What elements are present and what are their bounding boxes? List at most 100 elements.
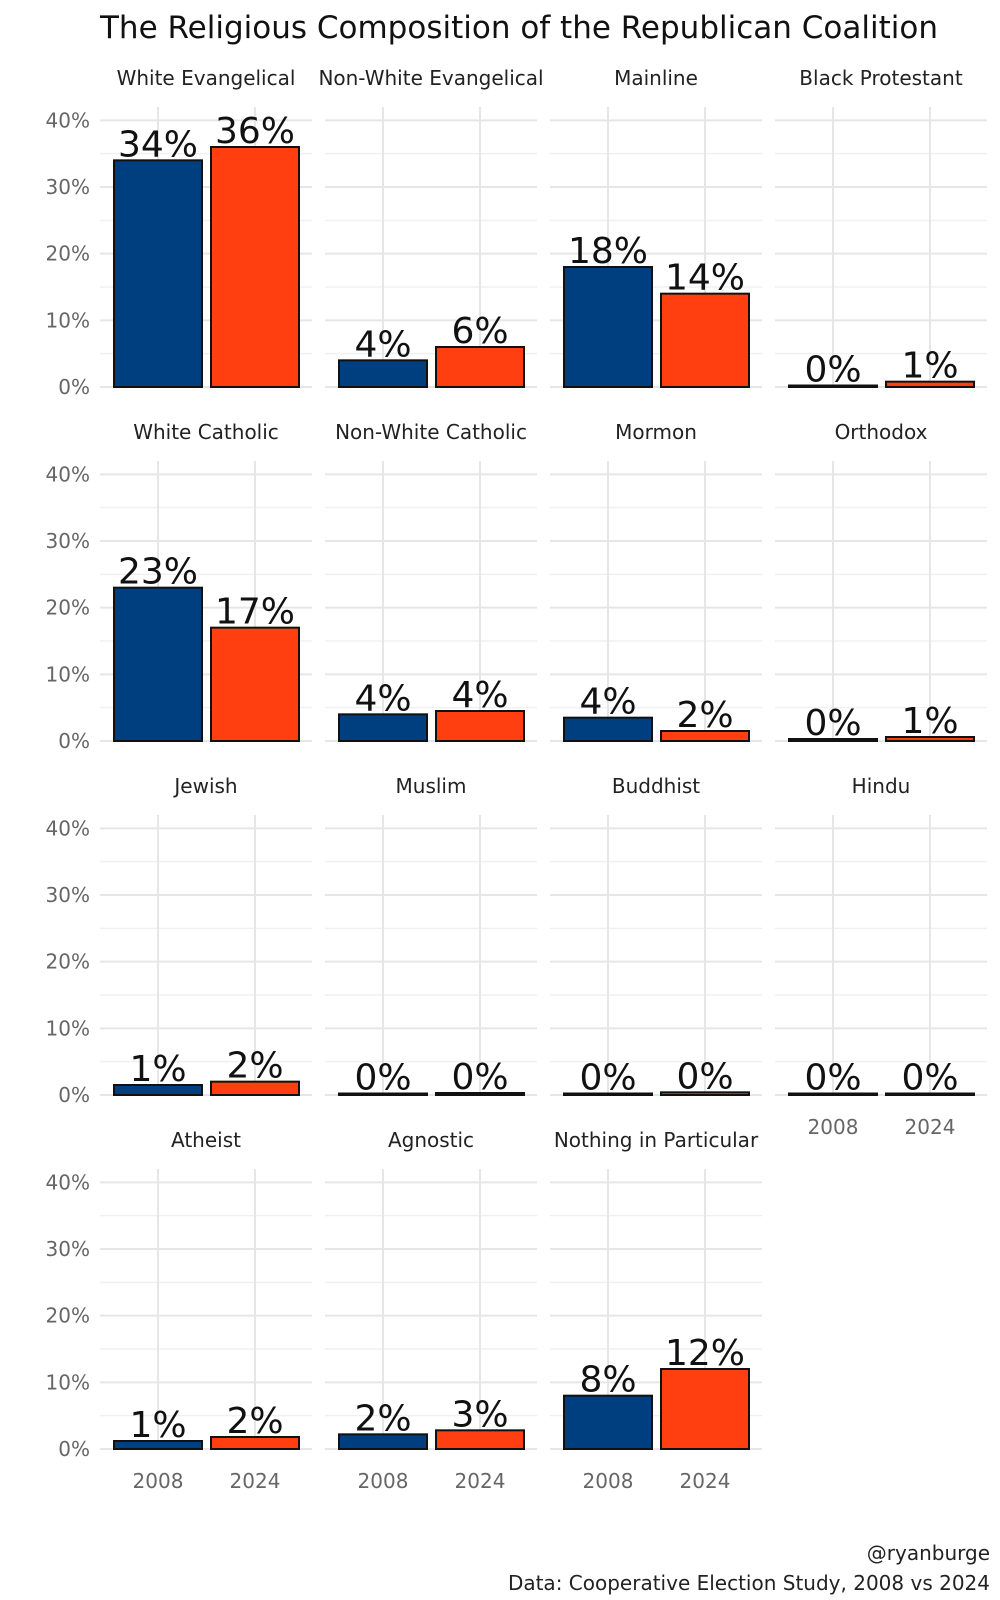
bar-mainline-2008: [563, 266, 653, 388]
panel-title: White Evangelical: [117, 66, 296, 90]
data-label: 34%: [118, 124, 198, 165]
panel-agnostic: Agnostic 2% 3% 2008 2024: [325, 1128, 537, 1493]
facet-panels: White Evangelical 0% 10% 20% 30% 40% 34% 36% Non…: [46, 66, 987, 1493]
data-label: 2%: [226, 1046, 283, 1087]
bar-white-catholic-2024: [210, 626, 300, 743]
y-tick-label: 10%: [46, 662, 90, 686]
data-label: 4%: [579, 682, 636, 723]
bar-nothing-in-particular-2008: [563, 1394, 653, 1450]
panel-black-protestant: Black Protestant 0% 1%: [775, 66, 987, 391]
y-tick-label: 0%: [58, 375, 90, 399]
panel-title: Muslim: [396, 774, 467, 798]
data-label: 36%: [215, 111, 295, 152]
data-label: 2%: [676, 695, 733, 736]
caption-source: Data: Cooperative Election Study, 2008 v…: [508, 1571, 990, 1595]
y-tick-label: 30%: [46, 883, 90, 907]
panel-title: Jewish: [172, 774, 237, 798]
data-label: 1%: [901, 701, 958, 742]
bar-mormon-2024: [660, 730, 750, 742]
panel-title: Non-White Evangelical: [318, 66, 543, 90]
y-tick-label: 10%: [46, 308, 90, 332]
data-label: 23%: [118, 552, 198, 593]
data-label: 4%: [354, 324, 411, 365]
y-tick-label: 0%: [58, 729, 90, 753]
y-tick-label: 40%: [46, 1170, 90, 1194]
chart-title: The Religious Composition of the Republi…: [99, 10, 938, 46]
bar-agnostic-2008: [338, 1433, 428, 1451]
y-tick-label: 30%: [46, 529, 90, 553]
bar-mormon-2008: [563, 716, 653, 743]
data-label: 3%: [451, 1394, 508, 1435]
data-label: 0%: [804, 1058, 861, 1099]
bar-mainline-2024: [660, 292, 750, 388]
x-tick-label: 2008: [808, 1115, 859, 1139]
y-tick-label: 30%: [46, 175, 90, 199]
bar-muslim-2024: [435, 1092, 525, 1096]
x-tick-label: 2024: [455, 1469, 506, 1493]
panel-jewish: Jewish 0% 10% 20% 30% 40% 1% 2%: [46, 774, 312, 1107]
bar-black-protestant-2024: [885, 380, 975, 388]
panel-title: Orthodox: [835, 420, 928, 444]
bar-hindu-2024: [885, 1092, 975, 1096]
x-tick-label: 2024: [905, 1115, 956, 1139]
data-label: 17%: [215, 592, 295, 633]
bar-agnostic-2024: [435, 1429, 525, 1451]
bar-non-white-evangelical-2024: [435, 346, 525, 388]
x-tick-label: 2024: [230, 1469, 281, 1493]
data-label: 1%: [901, 346, 958, 387]
panel-mainline: Mainline 18% 14%: [550, 66, 762, 388]
x-tick-label: 2024: [680, 1469, 731, 1493]
panel-title: Nothing in Particular: [554, 1128, 759, 1152]
panel-title: Buddhist: [612, 774, 700, 798]
y-tick-label: 0%: [58, 1083, 90, 1107]
panel-muslim: Muslim 0% 0%: [325, 774, 537, 1099]
y-tick-label: 10%: [46, 1016, 90, 1040]
panel-nothing-in-particular: Nothing in Particular 8% 12% 2008 2024: [550, 1128, 762, 1493]
data-label: 14%: [665, 258, 745, 299]
bar-non-white-catholic-2008: [338, 713, 428, 742]
y-tick-label: 20%: [46, 596, 90, 620]
panel-title: Hindu: [852, 774, 911, 798]
panel-title: Atheist: [171, 1128, 241, 1152]
data-label: 6%: [451, 311, 508, 352]
y-tick-label: 20%: [46, 1304, 90, 1328]
bar-orthodox-2008: [788, 738, 878, 742]
bar-white-evangelical-2008: [113, 159, 203, 388]
data-label: 0%: [676, 1056, 733, 1097]
y-tick-label: 40%: [46, 108, 90, 132]
caption-author: @ryanburge: [867, 1541, 990, 1565]
bar-atheist-2008: [113, 1440, 203, 1450]
data-label: 0%: [901, 1058, 958, 1099]
data-label: 12%: [665, 1333, 745, 1374]
y-tick-label: 30%: [46, 1237, 90, 1261]
data-label: 0%: [579, 1058, 636, 1099]
panel-buddhist: Buddhist 0% 0%: [550, 774, 762, 1099]
x-tick-label: 2008: [133, 1469, 184, 1493]
bar-jewish-2024: [210, 1080, 300, 1096]
data-label: 0%: [804, 703, 861, 744]
panel-title: Mainline: [614, 66, 698, 90]
y-tick-label: 20%: [46, 950, 90, 974]
panel-atheist: Atheist 0% 10% 20% 30% 40% 1% 2% 2008 2024: [46, 1128, 312, 1493]
data-label: 0%: [804, 350, 861, 391]
bar-black-protestant-2008: [788, 384, 878, 388]
y-tick-label: 10%: [46, 1370, 90, 1394]
bar-non-white-catholic-2024: [435, 710, 525, 742]
data-label: 8%: [579, 1360, 636, 1401]
data-label: 0%: [354, 1058, 411, 1099]
data-label: 1%: [129, 1049, 186, 1090]
bar-jewish-2008: [113, 1084, 203, 1096]
bar-hindu-2008: [788, 1092, 878, 1096]
panel-orthodox: Orthodox 0% 1%: [775, 420, 987, 744]
data-label: 18%: [568, 231, 648, 272]
bar-white-evangelical-2024: [210, 146, 300, 388]
bar-non-white-evangelical-2008: [338, 359, 428, 389]
y-tick-label: 40%: [46, 462, 90, 486]
data-label: 2%: [226, 1401, 283, 1442]
panel-hindu: Hindu 0% 0% 2008 2024: [775, 774, 987, 1139]
panel-non-white-catholic: Non-White Catholic 4% 4%: [325, 420, 537, 742]
y-tick-label: 0%: [58, 1437, 90, 1461]
data-label: 1%: [129, 1405, 186, 1446]
y-tick-label: 20%: [46, 242, 90, 266]
